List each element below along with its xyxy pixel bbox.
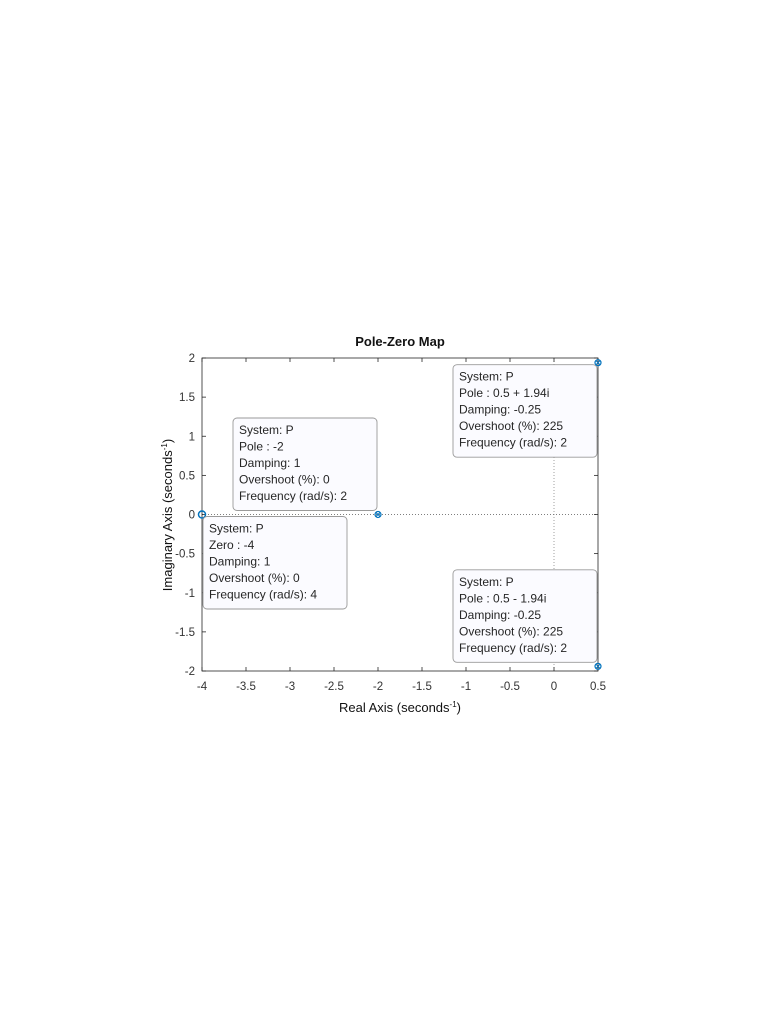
- x-axis-label: Real Axis (seconds-1): [339, 700, 461, 715]
- y-axis-label-sup: -1: [160, 443, 169, 451]
- datatip-line: Overshoot (%): 0: [239, 473, 330, 487]
- pole-marker: [594, 359, 602, 367]
- y-tick-label: 1.5: [179, 392, 195, 404]
- x-axis-label-text: Real Axis (seconds: [339, 700, 450, 715]
- datatip[interactable]: System: P Pole : 0.5 - 1.94i Damping: -0.2…: [452, 569, 598, 663]
- chart-title: Pole-Zero Map: [355, 334, 445, 349]
- x-tick-label: -1.5: [412, 681, 432, 693]
- datatip-box: [452, 364, 598, 458]
- datatip-line: Pole : 0.5 + 1.94i: [459, 386, 549, 400]
- datatip-line: Damping: 1: [239, 456, 301, 470]
- x-tick-label: -4: [197, 681, 208, 693]
- datatip-line: Overshoot (%): 225: [459, 419, 563, 433]
- datatip[interactable]: System: P Pole : 0.5 + 1.94i Damping: -0.2…: [452, 364, 598, 458]
- y-axis-label: Imaginary Axis (seconds-1): [160, 439, 175, 591]
- x-tick-label: 0: [551, 681, 557, 693]
- y-tick-label: 2: [189, 353, 195, 365]
- datatip-line: Frequency (rad/s): 2: [239, 489, 347, 503]
- y-tick-label: -1.5: [175, 627, 195, 639]
- datatip-line: Frequency (rad/s): 2: [459, 436, 567, 450]
- x-tick-label: 0.5: [590, 681, 606, 693]
- pole-marker-cross: [595, 663, 601, 669]
- datatip-line: Damping: -0.25: [459, 403, 541, 417]
- x-tick-label: -2.5: [324, 681, 344, 693]
- datatip-line: System: P: [239, 423, 294, 437]
- datatip[interactable]: System: P Pole : -2 Damping: 1 Overshoot (%…: [232, 417, 378, 511]
- x-tick-label: -3: [285, 681, 295, 693]
- axis-ticks: [201, 357, 599, 672]
- datatip-box: [452, 569, 598, 663]
- y-tick-label: -0.5: [175, 549, 195, 561]
- pole-marker-cross: [595, 360, 601, 366]
- x-tick-label: -1: [461, 681, 471, 693]
- pole-marker-ring: [594, 359, 602, 367]
- datatip-box: [232, 417, 378, 511]
- x-axis-label-sup: -1: [450, 700, 458, 709]
- datatip-line: Damping: 1: [209, 555, 271, 569]
- plot-area: -4 -3.5 -3 -2.5 -2 -1.5 -1 -0.5 0 0.5 -2 -1.5 -1 -0.5…: [175, 353, 606, 693]
- x-tick-label: -0.5: [500, 681, 520, 693]
- pole-marker: [374, 510, 382, 519]
- datatip-line: Damping: -0.25: [459, 608, 541, 622]
- datatip-line: System: P: [209, 522, 264, 536]
- pole-zero-markers: [197, 359, 602, 670]
- y-tick-label: -1: [185, 588, 195, 600]
- axis-tick-labels: -4 -3.5 -3 -2.5 -2 -1.5 -1 -0.5 0 0.5 -2 -1.5 -1 -0.5…: [175, 353, 606, 693]
- y-tick-label: -2: [185, 666, 195, 678]
- y-axis-label-close: ): [160, 439, 175, 443]
- datatip-line: Pole : 0.5 - 1.94i: [459, 591, 546, 605]
- datatip-line: System: P: [459, 370, 514, 384]
- x-tick-label: -3.5: [236, 681, 256, 693]
- x-tick-label: -2: [373, 681, 383, 693]
- y-tick-label: 0.5: [179, 470, 195, 482]
- y-axis-label-text: Imaginary Axis (seconds: [160, 450, 175, 591]
- datatip-line: Frequency (rad/s): 4: [209, 588, 317, 602]
- datatip-line: Overshoot (%): 0: [209, 571, 300, 585]
- pole-marker: [594, 662, 602, 670]
- datatip-line: Frequency (rad/s): 2: [459, 641, 567, 655]
- datatips: System: P Pole : -2 Damping: 1 Overshoot (%…: [202, 364, 598, 663]
- y-tick-label: 1: [189, 431, 195, 443]
- datatip[interactable]: System: P Zero : -4 Damping: 1 Overshoot (%…: [202, 516, 348, 610]
- pole-marker-ring: [374, 510, 382, 519]
- zero-marker: [197, 510, 207, 519]
- pole-marker-cross: [375, 512, 381, 517]
- datatip-line: Overshoot (%): 225: [459, 624, 563, 638]
- datatip-line: Zero : -4: [209, 538, 255, 552]
- x-axis-label-close: ): [457, 700, 461, 715]
- pole-marker-ring: [594, 662, 602, 670]
- datatip-box: [202, 516, 348, 610]
- y-tick-label: 0: [189, 510, 195, 522]
- datatip-line: Pole : -2: [239, 440, 284, 454]
- datatip-line: System: P: [459, 575, 514, 589]
